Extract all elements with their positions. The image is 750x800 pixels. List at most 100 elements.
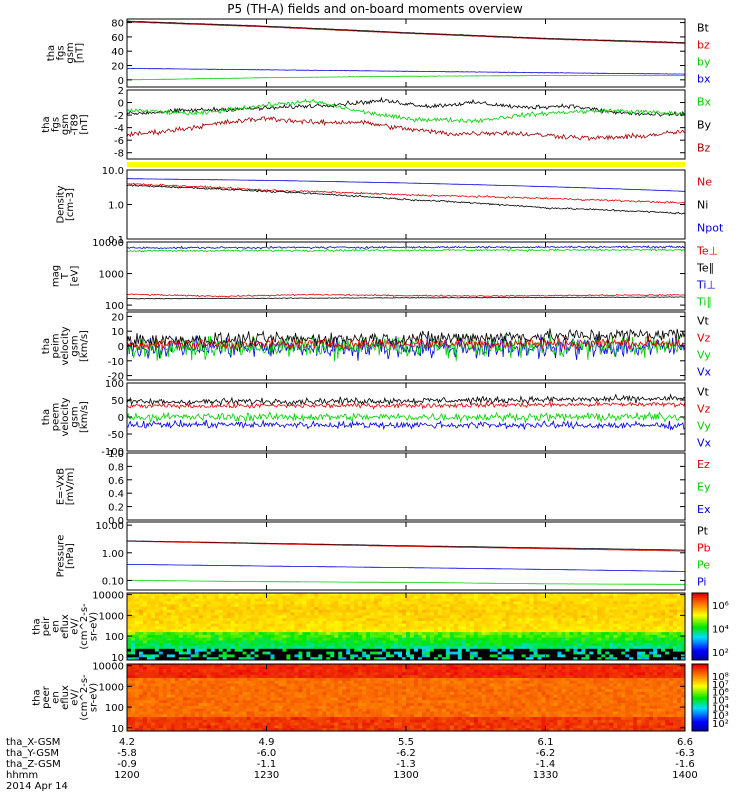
heatmap-cell [286, 711, 291, 715]
legend-entry: bz [697, 39, 710, 52]
heatmap-cell [294, 657, 299, 660]
heatmap-cell [218, 637, 223, 641]
heatmap-cell [206, 728, 211, 731]
heatmap-cell [127, 637, 132, 641]
heatmap-cell [330, 703, 335, 707]
heatmap-cell [517, 648, 522, 652]
heatmap-cell [366, 609, 371, 613]
heatmap-cell [222, 694, 227, 698]
heatmap-cell [154, 598, 160, 602]
heatmap-cell [497, 643, 502, 647]
heatmap-cell [441, 620, 447, 625]
heatmap-cell [158, 612, 164, 616]
heatmap-cell [186, 626, 192, 630]
heatmap-cell [322, 675, 327, 679]
heatmap-cell [533, 618, 538, 622]
heatmap-cell [282, 728, 287, 731]
heatmap-cell [465, 637, 471, 641]
heatmap-cell [549, 634, 554, 638]
heatmap-cell [222, 691, 227, 696]
heatmap-cell [278, 694, 283, 698]
heatmap-cell [545, 640, 550, 644]
heatmap-cell [246, 728, 251, 731]
heatmap-cell [477, 643, 483, 647]
heatmap-cell [146, 703, 152, 707]
heatmap-cell [310, 719, 315, 723]
heatmap-cell [354, 623, 359, 627]
heatmap-cell [429, 623, 435, 627]
heatmap-cell [230, 689, 235, 693]
heatmap-cell [413, 657, 419, 660]
heatmap-cell [262, 700, 267, 704]
heatmap-cell [242, 700, 247, 704]
heatmap-cell [394, 598, 399, 602]
heatmap-cell [625, 637, 630, 641]
heatmap-cell [577, 654, 582, 658]
heatmap-cell [621, 615, 626, 619]
heatmap-cell [146, 700, 152, 704]
heatmap-cell [294, 651, 299, 655]
heatmap-cell [166, 601, 172, 605]
colorbar-segment [692, 603, 708, 606]
heatmap-cell [334, 637, 339, 641]
heatmap-cell [278, 637, 283, 641]
heatmap-cell [330, 705, 335, 709]
heatmap-cell [214, 669, 219, 673]
y-axis-label: [mV/m] [65, 468, 76, 506]
heatmap-cell [306, 677, 311, 682]
colorbar-segment [692, 621, 708, 624]
heatmap-cell [142, 725, 148, 729]
heatmap-cell [441, 618, 447, 622]
heatmap-cell [402, 634, 407, 638]
heatmap-cell [258, 637, 263, 641]
heatmap-cell [681, 623, 685, 627]
heatmap-cell [246, 686, 251, 690]
heatmap-cell [322, 604, 327, 608]
heatmap-cell [186, 728, 192, 731]
heatmap-cell [178, 719, 184, 723]
heatmap-cell [413, 615, 419, 619]
heatmap-cell [194, 677, 200, 682]
heatmap-cell [382, 609, 387, 613]
heatmap-cell [127, 680, 132, 684]
heatmap-cell [669, 598, 674, 602]
heatmap-cell [142, 604, 148, 608]
heatmap-cell [150, 703, 156, 707]
heatmap-cell [170, 626, 176, 630]
heatmap-cell [158, 703, 164, 707]
heatmap-cell [306, 606, 311, 611]
heatmap-cell [394, 637, 399, 641]
heatmap-cell [218, 675, 223, 679]
heatmap-cell [565, 623, 570, 627]
heatmap-cell [645, 643, 650, 647]
heatmap-cell [238, 620, 243, 625]
heatmap-cell [134, 629, 140, 633]
heatmap-cell [146, 620, 152, 625]
heatmap-cell [306, 637, 311, 641]
heatmap-cell [338, 651, 343, 655]
heatmap-cell [465, 646, 471, 650]
heatmap-cell [258, 620, 263, 625]
heatmap-cell [649, 626, 654, 630]
heatmap-cell [210, 677, 215, 682]
heatmap-cell [238, 604, 243, 608]
heatmap-cell [358, 634, 363, 638]
heatmap-cell [162, 634, 168, 638]
heatmap-cell [170, 694, 176, 698]
heatmap-cell [433, 640, 439, 644]
heatmap-cell [234, 705, 239, 709]
heatmap-cell [433, 609, 439, 613]
heatmap-cell [294, 609, 299, 613]
heatmap-cell [649, 632, 654, 636]
heatmap-cell [649, 640, 654, 644]
heatmap-cell [142, 672, 148, 676]
heatmap-cell [242, 646, 247, 650]
heatmap-cell [453, 623, 459, 627]
heatmap-cell [637, 632, 642, 636]
heatmap-cell [202, 629, 208, 633]
heatmap-cell [677, 615, 682, 619]
heatmap-cell [310, 683, 315, 687]
heatmap-cell [294, 717, 299, 721]
heatmap-cell [513, 654, 518, 658]
heatmap-cell [138, 646, 144, 650]
